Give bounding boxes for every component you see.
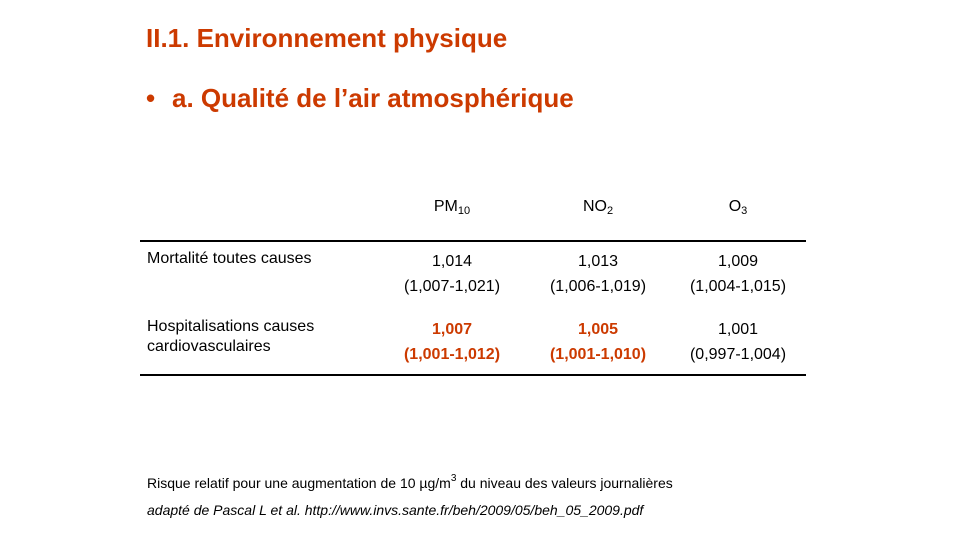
bullet-item: • a. Qualité de l’air atmosphérique bbox=[146, 83, 574, 114]
cell-value: 1,009 bbox=[717, 253, 759, 270]
table-row: Hospitalisations causes cardiovasculaire… bbox=[140, 310, 806, 376]
bullet-text: a. Qualité de l’air atmosphérique bbox=[172, 83, 574, 113]
column-header-no2: NO2 bbox=[582, 198, 614, 217]
cell-ci: (0,997-1,004) bbox=[689, 346, 787, 363]
table-cell: 1,007 (1,001-1,012) bbox=[382, 317, 522, 367]
table-cell: 1,014 (1,007-1,021) bbox=[382, 249, 522, 299]
slide-title: II.1. Environnement physique bbox=[146, 23, 508, 53]
cell-ci: (1,006-1,019) bbox=[549, 278, 647, 295]
row-label: Hospitalisations causes cardiovasculaire… bbox=[147, 318, 315, 355]
table-header: PM10 NO2 O3 bbox=[140, 190, 806, 242]
table-cell: 1,005 (1,001-1,010) bbox=[528, 317, 668, 367]
row-label: Mortalité toutes causes bbox=[147, 250, 312, 267]
column-header-o3: O3 bbox=[728, 198, 748, 217]
cell-value: 1,007 bbox=[431, 321, 473, 338]
cell-ci: (1,007-1,021) bbox=[403, 278, 501, 295]
cell-value: 1,001 bbox=[717, 321, 759, 338]
table-cell: 1,009 (1,004-1,015) bbox=[668, 249, 808, 299]
table-cell: 1,013 (1,006-1,019) bbox=[528, 249, 668, 299]
source-citation: adapté de Pascal L et al. http://www.inv… bbox=[147, 502, 644, 518]
column-header-pm10: PM10 bbox=[433, 198, 471, 217]
cell-value: 1,013 bbox=[577, 253, 619, 270]
cell-value: 1,014 bbox=[431, 253, 473, 270]
cell-ci: (1,001-1,010) bbox=[549, 346, 647, 363]
cell-ci: (1,004-1,015) bbox=[689, 278, 787, 295]
table-row: Mortalité toutes causes 1,014 (1,007-1,0… bbox=[140, 242, 806, 310]
cell-value: 1,005 bbox=[577, 321, 619, 338]
footnote: Risque relatif pour une augmentation de … bbox=[147, 473, 673, 492]
table-cell: 1,001 (0,997-1,004) bbox=[668, 317, 808, 367]
bullet-marker: • bbox=[146, 83, 156, 113]
relative-risk-table: PM10 NO2 O3 Mortalité toutes causes 1,01… bbox=[140, 190, 806, 376]
cell-ci: (1,001-1,012) bbox=[403, 346, 501, 363]
